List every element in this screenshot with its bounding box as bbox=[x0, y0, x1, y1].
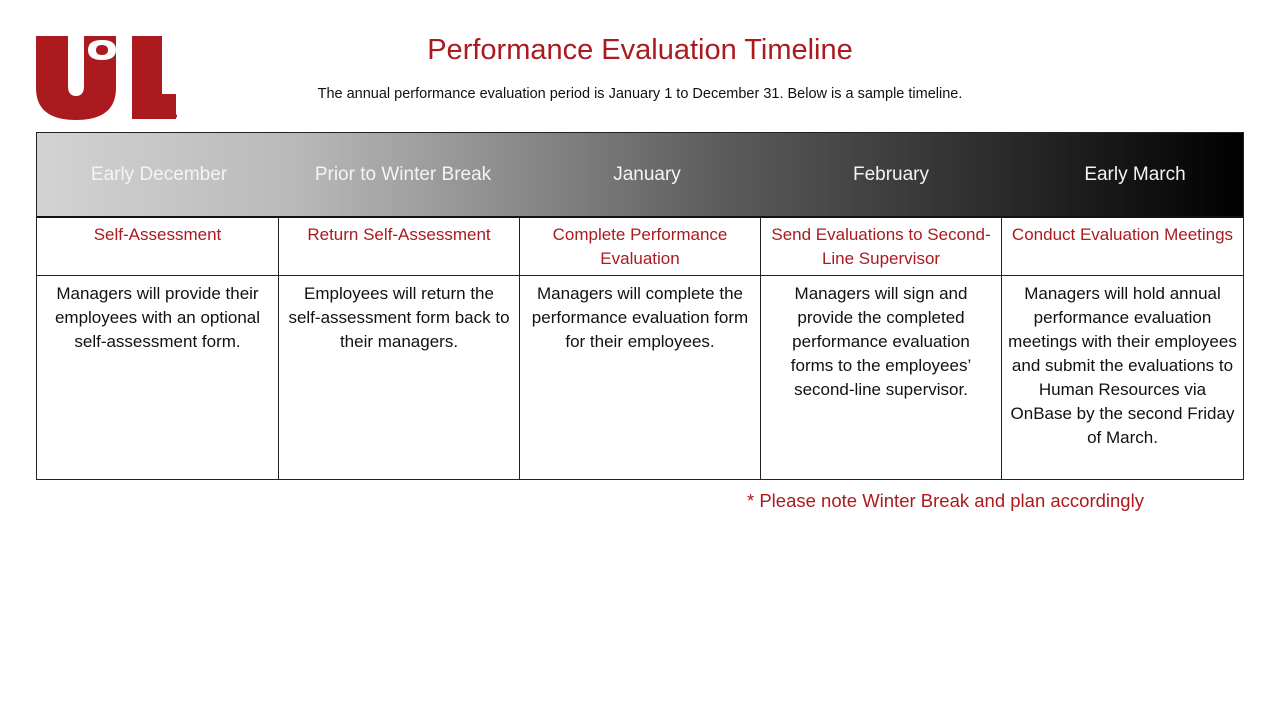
period-early-march: Early March bbox=[1084, 163, 1186, 185]
timeline-header-row: Early December Prior to Winter Break Jan… bbox=[37, 133, 1243, 218]
period-january: January bbox=[613, 163, 681, 185]
task-title: Self-Assessment bbox=[37, 218, 278, 276]
timeline-column: Self-Assessment Managers will provide th… bbox=[37, 218, 278, 479]
task-description: Managers will sign and provide the compl… bbox=[790, 284, 972, 399]
task-title: Send Evaluations to Second-Line Supervis… bbox=[761, 218, 1001, 276]
task-title: Return Self-Assessment bbox=[279, 218, 519, 276]
winter-break-note: * Please note Winter Break and plan acco… bbox=[747, 490, 1144, 511]
period-early-december: Early December bbox=[90, 163, 228, 185]
timeline-column: Send Evaluations to Second-Line Supervis… bbox=[760, 218, 1001, 479]
period-prior-to-winter-break: Prior to Winter Break bbox=[314, 163, 492, 185]
task-description: Managers will hold annual performance ev… bbox=[1008, 284, 1237, 447]
timeline-column: Conduct Evaluation Meetings Managers wil… bbox=[1001, 218, 1243, 479]
page-subtitle: The annual performance evaluation period… bbox=[317, 86, 963, 102]
timeline-column: Complete Performance Evaluation Managers… bbox=[519, 218, 760, 479]
task-description: Managers will complete the performance e… bbox=[531, 284, 749, 351]
page-title: Performance Evaluation Timeline bbox=[427, 34, 853, 66]
timeline-column: Return Self-Assessment Employees will re… bbox=[278, 218, 519, 479]
timeline-body: Self-Assessment Managers will provide th… bbox=[37, 218, 1243, 479]
timeline-table: Early December Prior to Winter Break Jan… bbox=[36, 132, 1244, 480]
task-description: Managers will provide their employees wi… bbox=[54, 284, 261, 351]
task-title: Complete Performance Evaluation bbox=[520, 218, 760, 276]
uofl-logo bbox=[36, 36, 178, 120]
period-february: February bbox=[852, 163, 930, 185]
task-title: Conduct Evaluation Meetings bbox=[1002, 218, 1243, 276]
task-description: Employees will return the self-assessmen… bbox=[288, 284, 510, 351]
